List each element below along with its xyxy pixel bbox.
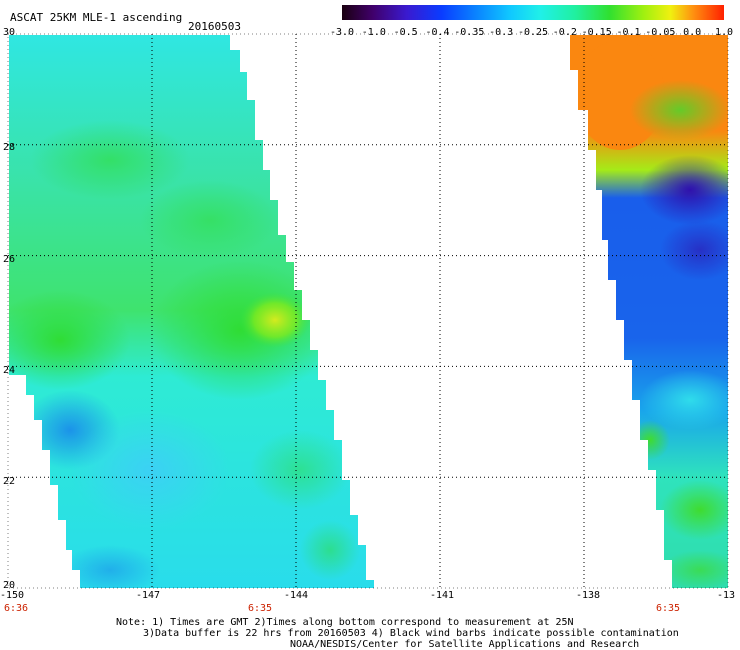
product-title: ASCAT 25KM MLE-1 ascending	[10, 11, 183, 24]
colorbar-label: -0.3	[489, 27, 513, 38]
lat-tick-24: 24	[3, 365, 16, 376]
note-line-2: 3)Data buffer is 22 hrs from 20160503 4)…	[143, 628, 679, 639]
note-line-3: NOAA/NESDIS/Center for Satellite Applica…	[290, 639, 640, 650]
colorbar-label: -1.0	[362, 27, 386, 38]
time-right: 6:35	[656, 603, 681, 614]
lon-tick-147: -147	[136, 590, 161, 601]
colorbar-label: -0.35	[454, 27, 484, 38]
colorbar-label: -3.0	[330, 27, 354, 38]
map-frame	[7, 33, 729, 589]
graticule	[8, 34, 728, 588]
colorbar-label: -0.1	[616, 27, 640, 38]
west-swath	[9, 35, 374, 588]
colorbar-label: -0.25	[518, 27, 548, 38]
time-mid: 6:35	[248, 603, 273, 614]
lon-tick-135: -13	[717, 590, 736, 601]
colorbar-label: -0.15	[582, 27, 612, 38]
colorbar-label: 1.0	[715, 27, 733, 38]
product-date: 20160503	[188, 20, 241, 33]
time-left: 6:36	[4, 603, 29, 614]
colorbar-gradient	[342, 5, 724, 20]
colorbar: -3.0 -1.0 -0.5 -0.4 -0.35 -0.3 -0.25 -0.2 -0.15-…	[330, 5, 733, 38]
east-swath	[570, 35, 728, 588]
colorbar-label: -0.5	[394, 27, 418, 38]
colorbar-label: -0.4	[425, 27, 449, 38]
lat-tick-26: 26	[3, 254, 16, 265]
lat-tick-20: 20	[3, 580, 16, 591]
colorbar-label: -0.05	[645, 27, 675, 38]
lon-tick-138: -138	[576, 590, 601, 601]
lon-tick-141: -141	[430, 590, 455, 601]
colorbar-label: -0.2	[553, 27, 577, 38]
lat-tick-22: 22	[3, 476, 16, 487]
note-line-1: Note: 1) Times are GMT 2)Times along bot…	[116, 617, 574, 628]
lon-tick-150: -150	[0, 590, 25, 601]
lat-tick-28: 28	[3, 142, 16, 153]
colorbar-label: 0.0	[683, 27, 701, 38]
lon-tick-144: -144	[284, 590, 309, 601]
lat-tick-30: 30	[3, 27, 16, 38]
